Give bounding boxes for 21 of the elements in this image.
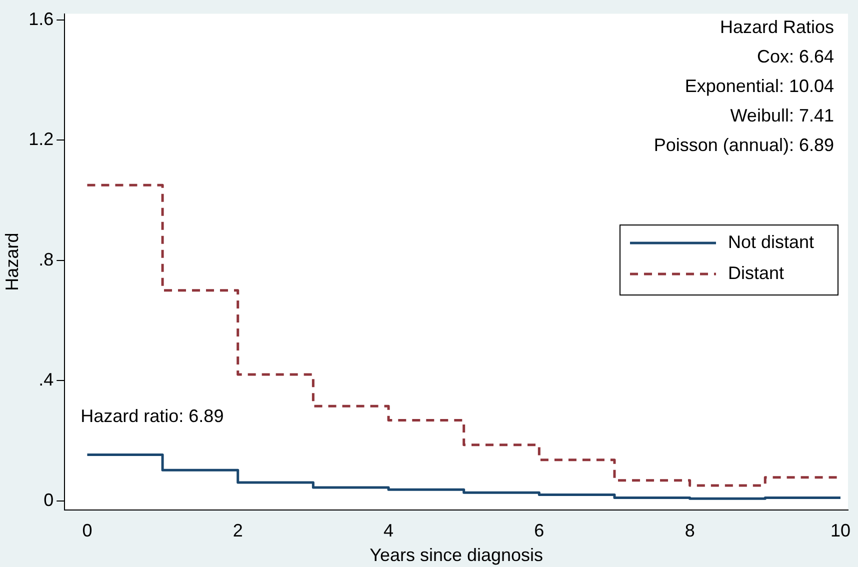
x-tick-label: 10 [830, 520, 850, 541]
y-tick-label: 1.6 [28, 8, 54, 29]
x-tick-label: 0 [82, 520, 92, 541]
annotation: Poisson (annual): 6.89 [654, 134, 834, 155]
x-axis-title: Years since diagnosis [370, 545, 544, 566]
annotation: Cox: 6.64 [756, 46, 834, 66]
y-tick-label: 0 [44, 490, 54, 510]
x-tick-label: 4 [384, 520, 394, 541]
y-tick-label: 1.2 [28, 129, 54, 150]
annotation: Exponential: 10.04 [684, 76, 834, 96]
y-tick-label: .8 [38, 249, 54, 270]
annotation: Hazard ratio: 6.89 [80, 406, 224, 426]
legend-label: Distant [728, 262, 784, 283]
y-tick-label: .4 [38, 370, 54, 390]
x-tick-label: 6 [534, 520, 544, 541]
x-tick-label: 8 [684, 520, 695, 541]
annotation: Hazard Ratios [720, 16, 834, 37]
legend-label: Not distant [728, 232, 814, 252]
annotation: Weibull: 7.41 [730, 105, 834, 126]
x-tick-label: 2 [232, 520, 243, 541]
y-axis-title: Hazard [2, 232, 22, 291]
